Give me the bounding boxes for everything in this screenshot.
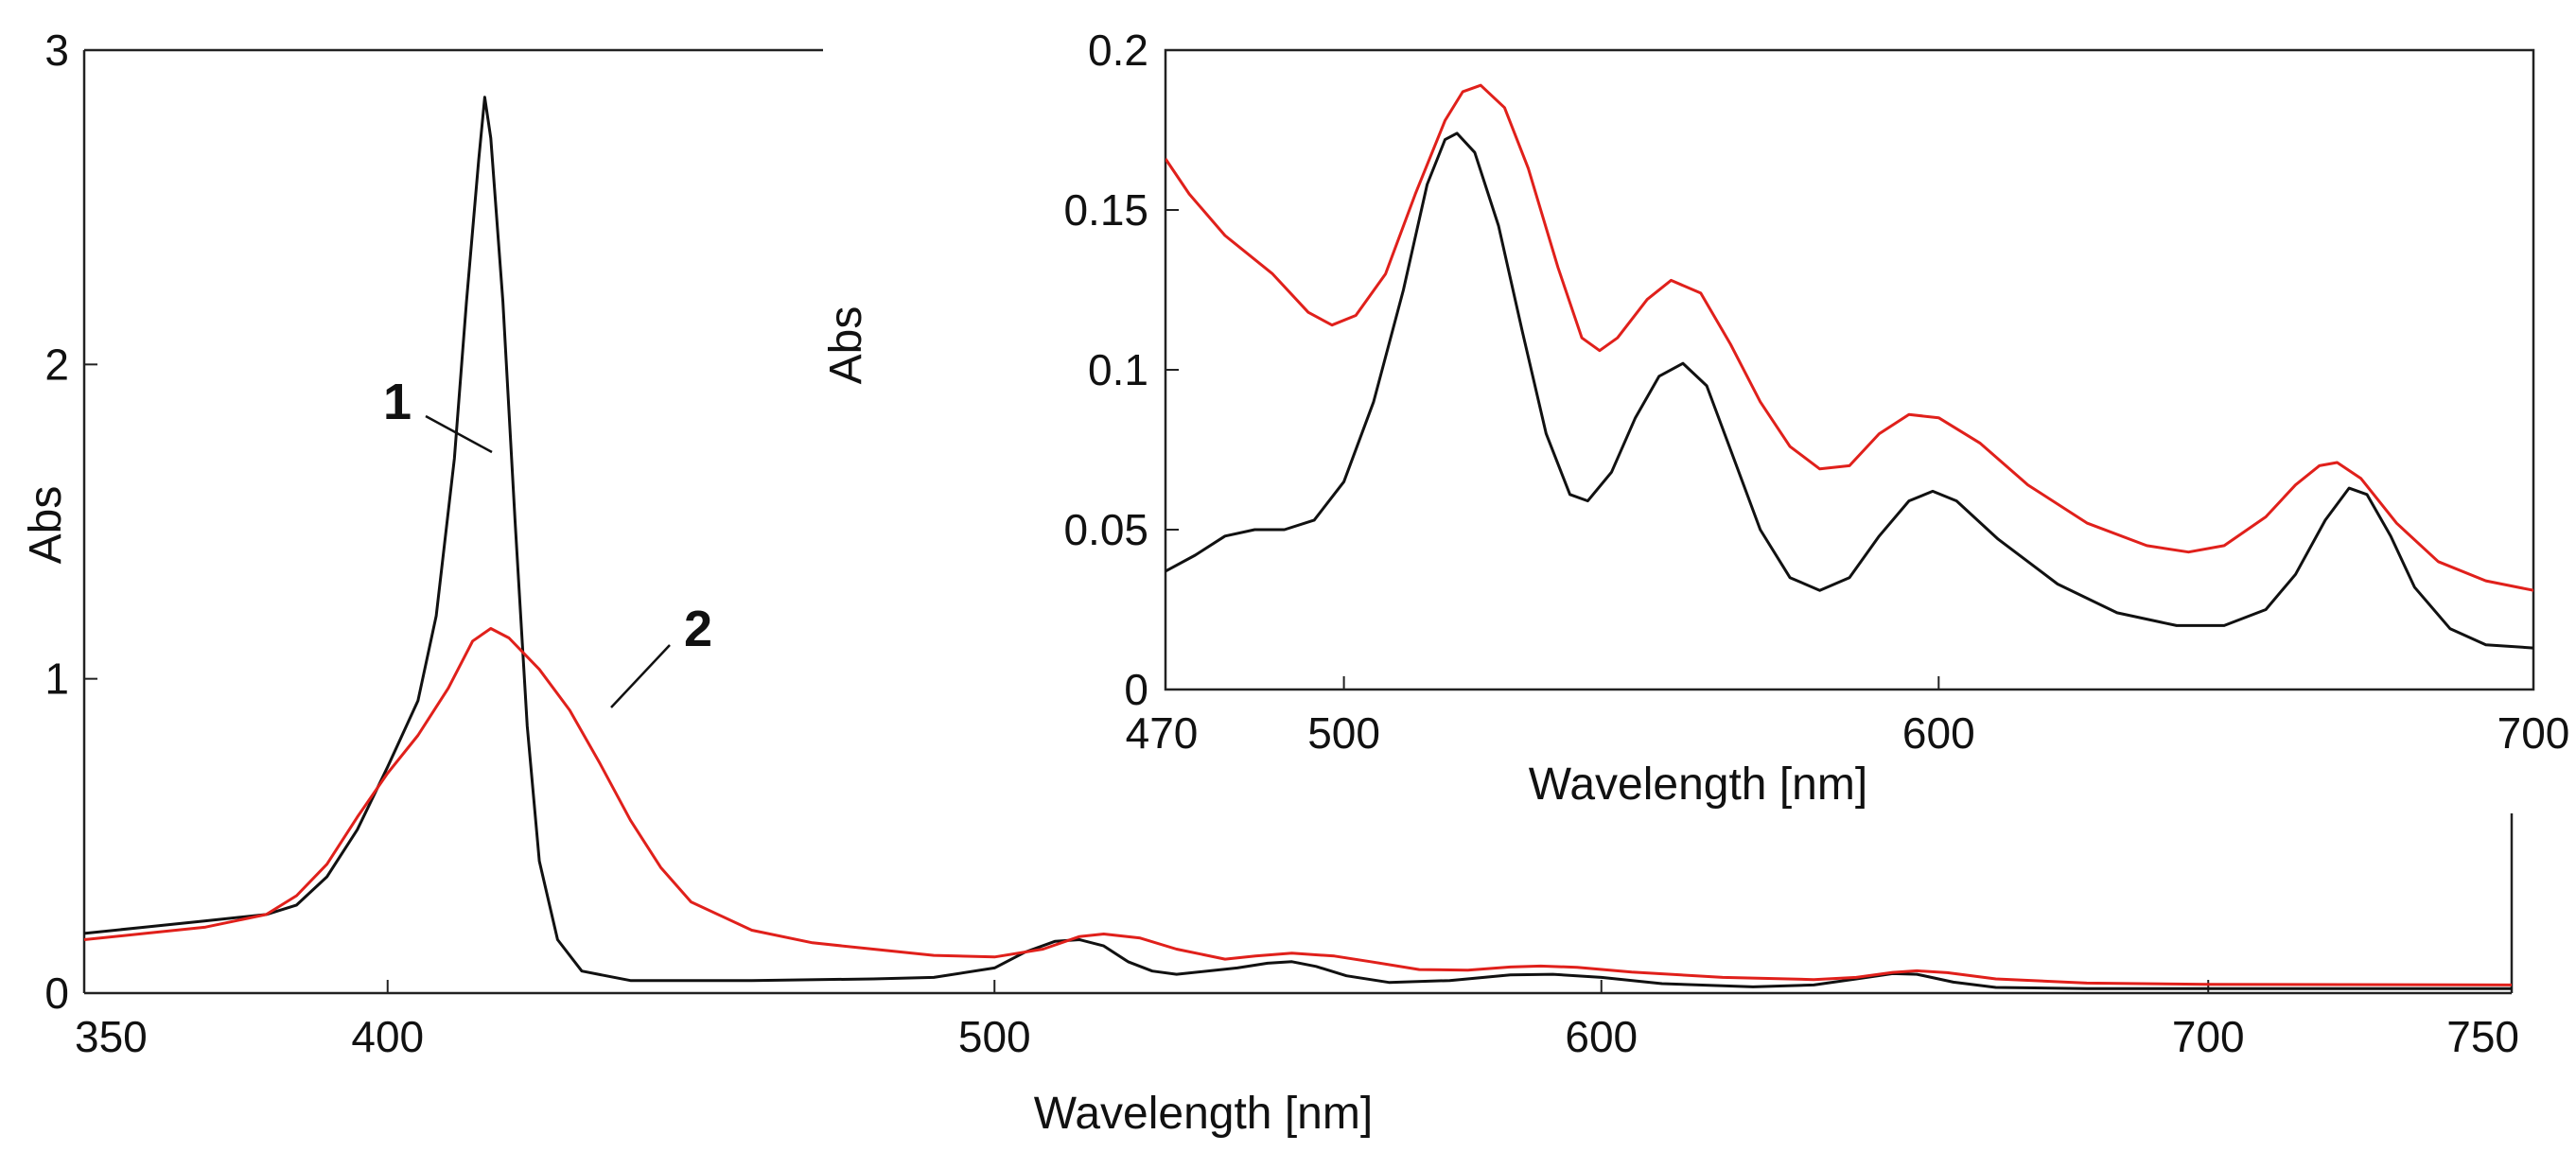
inset-x-axis-title: Wavelength [nm] [1529, 759, 1867, 810]
inset-x-tick-label: 470 [1126, 708, 1199, 758]
curve-2-label: 2 [684, 601, 712, 657]
inset-y-tick-label: 0.05 [1063, 505, 1148, 554]
main-series-1-line [83, 96, 2512, 990]
main-x-tick-label: 400 [351, 1012, 424, 1061]
main-x-tick-label: 500 [958, 1012, 1031, 1061]
inset-y-tick-label: 0.2 [1088, 26, 1148, 75]
inset-x-tick-label: 600 [1902, 708, 1975, 758]
main-x-axis-title: Wavelength [nm] [1034, 1089, 1373, 1139]
inset-y-tick-label: 0.15 [1063, 185, 1148, 235]
curve-1-label: 1 [383, 374, 412, 430]
curve-1-leader [425, 414, 493, 454]
main-y-tick-label: 1 [44, 655, 69, 704]
main-x-tick-label: 700 [2172, 1012, 2245, 1061]
inset-y-axis-title: Abs [821, 306, 871, 385]
inset-y-tick-label: 0.1 [1088, 345, 1148, 394]
inset-y-tick-label: 0 [1124, 665, 1148, 714]
main-y-tick-label: 2 [44, 340, 69, 389]
inset-x-tick-label: 700 [2497, 708, 2570, 758]
main-x-tick-label: 350 [75, 1012, 148, 1061]
main-y-tick-label: 0 [44, 969, 69, 1018]
main-x-tick-label: 750 [2446, 1012, 2519, 1061]
curve-2-leader [610, 644, 671, 708]
main-y-tick-label: 3 [44, 26, 69, 75]
inset-series-1-line [1165, 131, 2533, 650]
inset-series-2-line [1165, 83, 2533, 592]
main-y-axis-title: Abs [21, 486, 71, 565]
inset-plot-area [1165, 83, 2533, 650]
main-series-2-line [83, 627, 2513, 986]
main-x-tick-label: 600 [1565, 1012, 1638, 1061]
inset-chart: 470 500 600 700 0 0.05 0.1 0.15 0.2 Wavelength [n… [821, 0, 2576, 813]
inset-x-tick-label: 500 [1307, 708, 1380, 758]
main-chart: 350 400 500 600 700 750 0 1 2 3 Wavelength [nm] Abs… [21, 26, 2519, 1139]
inset-background [868, 0, 2576, 813]
